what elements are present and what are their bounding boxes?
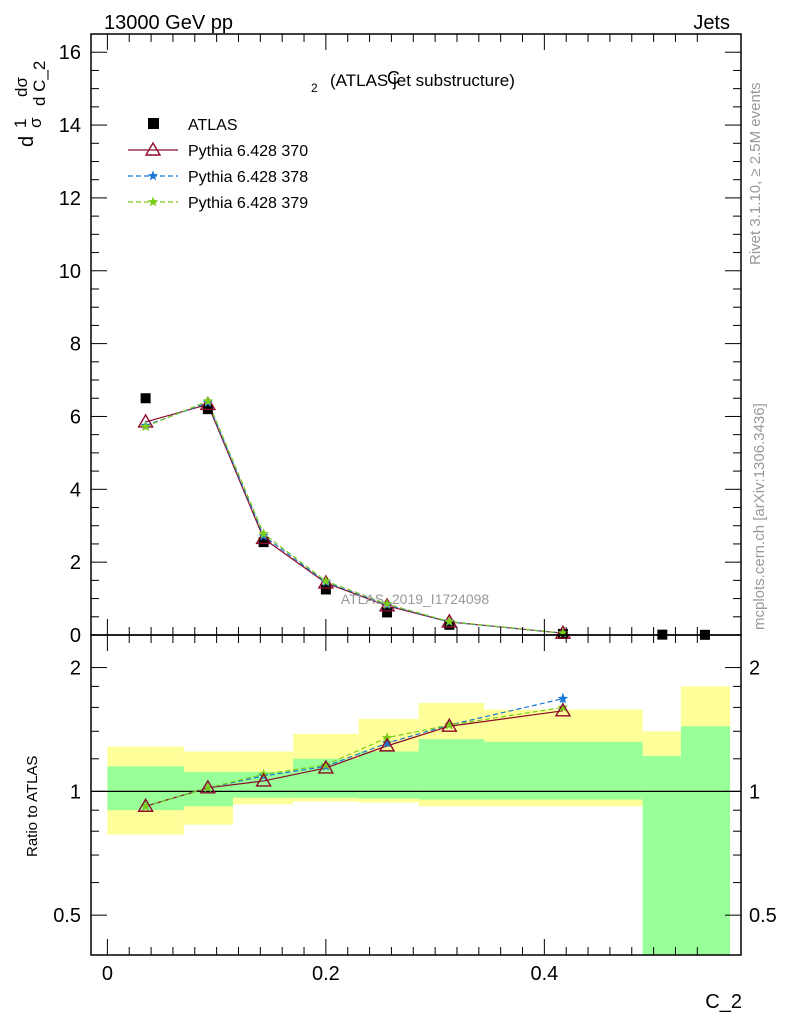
series-pythia-6-428-370-point-marker xyxy=(378,597,396,612)
legend-label: Pythia 6.428 378 xyxy=(188,169,308,186)
series-pythia-6-428-379-point-marker xyxy=(202,395,214,406)
legend-pythia-6-428-379-marker xyxy=(147,196,159,207)
main-panel: ATLAS_2019_I1724098 C 2 (ATLAS jet subst… xyxy=(11,33,742,647)
ylabel-d1: d xyxy=(16,136,38,147)
series-pythia-6-428-379-point-marker xyxy=(320,575,332,586)
ratio-series-pythia-6-428-370-point-marker xyxy=(255,772,272,787)
ratio-series-pythia-6-428-370-point-marker xyxy=(199,779,217,794)
ratio-series-pythia-6-428-370-point-marker xyxy=(317,759,335,774)
ratio-xtick-label: 0 xyxy=(102,963,113,985)
ratio-series-pythia-6-428-370-point-marker xyxy=(378,737,396,752)
ylabel-dc2: d C_2 xyxy=(30,61,49,106)
analysis-watermark: ATLAS_2019_I1724098 xyxy=(341,591,490,607)
legend-pythia-6-428-378-marker xyxy=(147,170,159,181)
uncertainty-band-green xyxy=(484,741,643,800)
legend-label: Pythia 6.428 370 xyxy=(188,143,308,160)
series-pythia-6-428-379-point-marker xyxy=(140,421,151,432)
ratio-series-pythia-6-428-379-point-marker xyxy=(444,719,455,730)
ratio-axes: 0.5 0.5 1 1 2 2 0 0.2 0.4 xyxy=(53,634,777,985)
ratio-series-pythia-6-428-379-point-marker xyxy=(557,701,569,712)
series-pythia-6-428-379-point-marker xyxy=(381,598,393,609)
atlas-data-point xyxy=(382,607,393,618)
ylabel-sigma: σ xyxy=(26,117,45,128)
series-pythia-6-428-370-point-marker xyxy=(255,530,272,545)
plot-title-subscript: 2 xyxy=(311,81,318,95)
series-pythia-6-428-379-point-marker xyxy=(258,528,269,539)
plot-title-c: C xyxy=(387,68,400,88)
main-ytick-label: 12 xyxy=(59,188,81,210)
main-ytick-label: 16 xyxy=(59,42,81,64)
ratio-panel: 0.5 0.5 1 1 2 2 0 0.2 0.4 Ratio to ATLAS C_2 xyxy=(24,634,777,1013)
atlas-data-point xyxy=(258,537,269,548)
ratio-series-pythia-6-428-379-point-marker xyxy=(320,759,332,770)
ratio-xtick-label: 0.4 xyxy=(530,963,558,985)
legend-label: Pythia 6.428 379 xyxy=(188,195,308,212)
main-axes: 0 2 4 6 8 10 12 14 16 xyxy=(59,33,742,647)
x-axis-label: C_2 xyxy=(705,991,742,1013)
ratio-ytick-label-left: 1 xyxy=(70,781,81,803)
plot-title-text: (ATLAS jet substructure) xyxy=(330,71,515,90)
ratio-series-pythia-6-428-370-point-marker xyxy=(441,717,458,732)
ratio-series-pythia-6-428-370-point-marker xyxy=(137,797,154,812)
rivet-version-label: Rivet 3.1.10, ≥ 2.5M events xyxy=(747,83,764,266)
atlas-data-point xyxy=(140,393,151,404)
ratio-series-pythia-6-428-379-point-marker xyxy=(202,782,214,793)
ratio-y-axis-label: Ratio to ATLAS xyxy=(24,756,41,857)
ratio-series-pythia-6-428-370-point-marker xyxy=(554,702,572,717)
legend-label: ATLAS xyxy=(188,117,238,134)
atlas-data-point xyxy=(320,584,331,595)
main-ytick-label: 4 xyxy=(70,479,81,501)
ratio-series-pythia-6-428-379-point-marker xyxy=(140,800,151,811)
uncertainty-band-green xyxy=(680,726,731,955)
legend-pythia-6-428-370-marker xyxy=(144,141,162,156)
series-pythia-6-428-370-point-marker xyxy=(317,574,335,589)
atlas-data-point xyxy=(444,619,455,630)
ratio-series-pythia-6-428-378-point-marker xyxy=(557,693,569,704)
ratio-marks xyxy=(137,693,572,812)
plot-title-symbol: C xyxy=(387,68,400,88)
main-ytick-label: 6 xyxy=(70,406,81,428)
legend: ATLAS Pythia 6.428 370 Pythia 6.428 378 Pyt… xyxy=(128,117,308,212)
main-y-axis-label: d 1 σ dσ d C_2 xyxy=(11,61,49,147)
ratio-ytick-label-right: 1 xyxy=(749,781,760,803)
main-ytick-label: 0 xyxy=(70,625,81,647)
ratio-frame xyxy=(90,634,742,956)
main-ytick-label: 8 xyxy=(70,334,81,356)
ylabel-dsigma: dσ xyxy=(12,77,31,97)
uncertainty-band-green xyxy=(418,739,485,800)
main-ytick-label: 2 xyxy=(70,552,81,574)
series-pythia-6-428-379-point-marker xyxy=(557,627,569,638)
source-label: mcplots.cern.ch [arXiv:1306.3436] xyxy=(751,403,768,630)
ratio-ytick-label-left: 2 xyxy=(70,658,81,680)
ratio-series-pythia-6-428-379-point-marker xyxy=(381,732,393,743)
uncertainty-band-green xyxy=(642,755,681,955)
legend-atlas-marker xyxy=(148,118,159,129)
ratio-ytick-label-right: 0.5 xyxy=(749,905,777,927)
ratio-xtick-label: 0.2 xyxy=(312,963,340,985)
ratio-series-pythia-6-428-378-point-marker xyxy=(381,737,393,748)
main-ytick-label: 14 xyxy=(59,115,81,137)
ratio-ytick-label-right: 2 xyxy=(749,658,760,680)
ratio-ytick-label-left: 0.5 xyxy=(53,905,81,927)
collision-label: 13000 GeV pp xyxy=(104,12,233,34)
series-pythia-6-428-370-point-marker xyxy=(199,396,217,411)
category-label: Jets xyxy=(693,12,730,34)
ratio-uncertainty-bands xyxy=(91,686,741,955)
ylabel-one: 1 xyxy=(11,119,30,128)
series-pythia-6-428-379-point-marker xyxy=(444,616,455,626)
main-ytick-label: 10 xyxy=(59,261,81,283)
